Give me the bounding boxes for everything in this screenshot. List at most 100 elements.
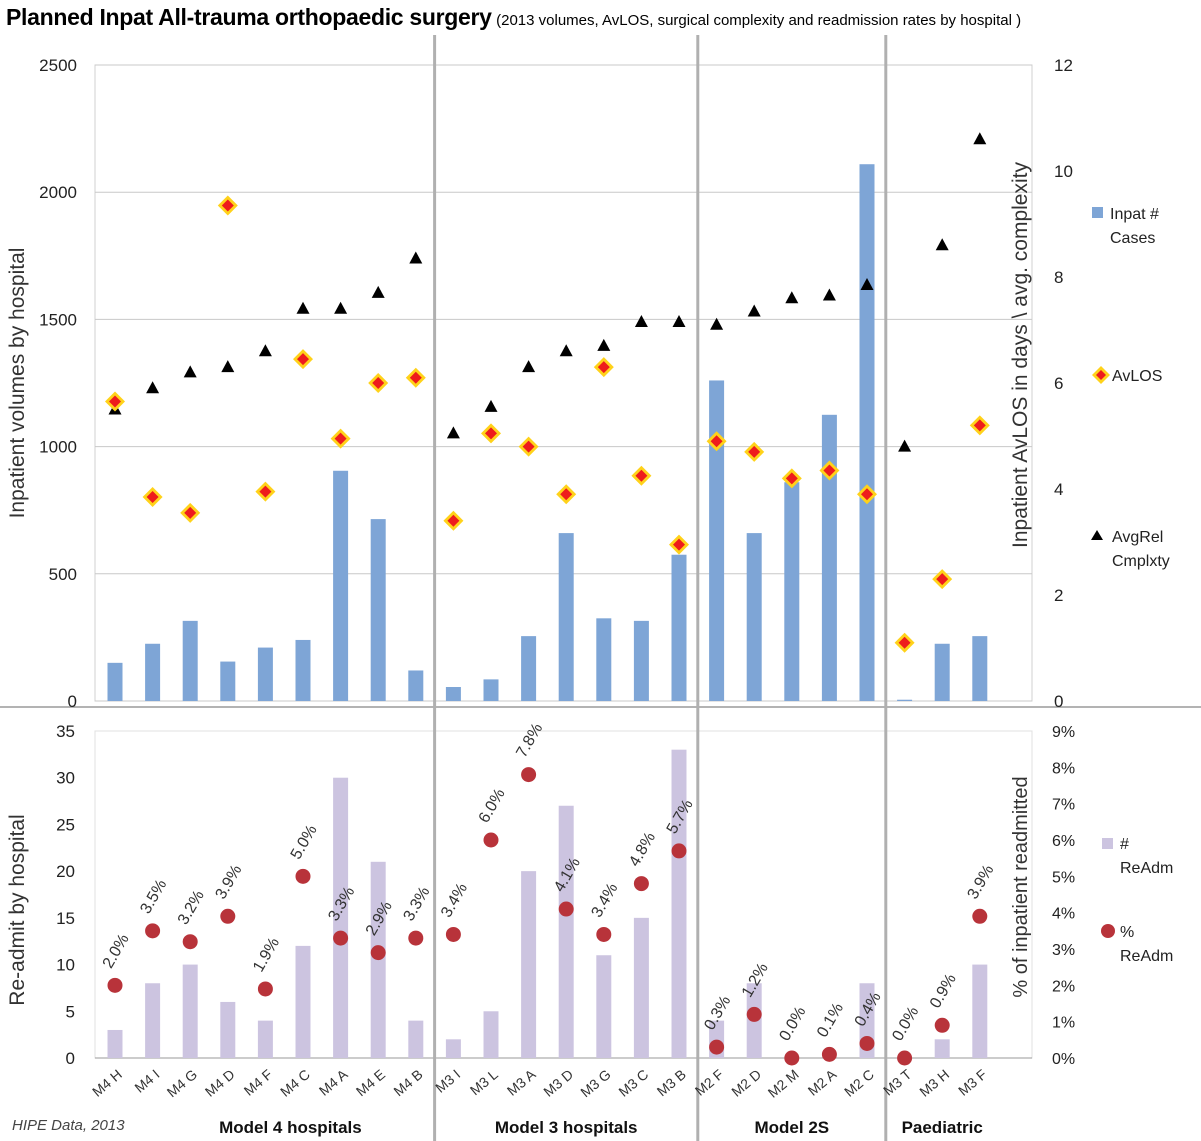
readmit-pct-marker xyxy=(521,767,537,783)
volume-bar xyxy=(897,699,913,701)
top-y-tick-label: 2500 xyxy=(39,56,77,75)
readmit-pct-marker xyxy=(182,934,198,950)
readmit-pct-marker xyxy=(972,908,988,924)
complexity-marker xyxy=(860,277,874,290)
volume-bar xyxy=(182,620,198,701)
readmit-pct-marker xyxy=(897,1050,913,1066)
readmit-pct-marker xyxy=(445,926,461,942)
bottom-y-tick-label: 35 xyxy=(56,722,75,741)
volume-bar xyxy=(972,636,988,701)
readmit-pct-marker xyxy=(784,1050,800,1066)
legend-label-volume-line2: Cases xyxy=(1110,230,1155,247)
complexity-marker xyxy=(822,288,836,301)
volume-bar xyxy=(859,164,875,701)
readmit-bar xyxy=(633,917,649,1058)
volume-bar xyxy=(633,620,649,701)
readmit-pct-label: 1.2% xyxy=(739,960,772,1000)
category-label: M3 I xyxy=(432,1066,463,1096)
readmit-bar xyxy=(220,1001,236,1058)
complexity-marker xyxy=(446,426,460,439)
group-label: Model 4 hospitals xyxy=(219,1118,362,1137)
category-label: M4 A xyxy=(316,1066,351,1099)
bottom-y-tick-label: 25 xyxy=(56,815,75,834)
readmit-pct-marker xyxy=(408,930,424,946)
readmit-pct-label: 3.2% xyxy=(175,888,208,928)
readmit-bar xyxy=(145,983,161,1058)
avlos-marker-inner xyxy=(522,440,535,453)
avlos-marker-inner xyxy=(146,490,159,503)
legend-swatch-volume xyxy=(1092,207,1103,218)
readmit-pct-label: 3.9% xyxy=(213,862,246,902)
category-label: M3 H xyxy=(916,1066,952,1100)
complexity-marker xyxy=(710,317,724,330)
readmit-pct-label: 0.9% xyxy=(927,971,960,1011)
complexity-marker xyxy=(747,304,761,317)
avlos-marker-inner xyxy=(898,636,911,649)
top-y2-tick-label: 8 xyxy=(1054,268,1063,287)
complexity-marker xyxy=(634,315,648,328)
readmit-bar xyxy=(596,955,612,1058)
complexity-marker xyxy=(183,365,197,378)
bottom-y2-tick-label: 0% xyxy=(1052,1051,1075,1068)
readmit-pct-marker xyxy=(257,981,273,997)
bottom-y-tick-label: 30 xyxy=(56,769,75,788)
top-y2-tick-label: 6 xyxy=(1054,374,1063,393)
legend-label-complexity-line1: AvgRel xyxy=(1112,529,1163,546)
category-label: M2 D xyxy=(728,1066,764,1100)
readmit-pct-label: 7.8% xyxy=(513,721,546,761)
bottom-y2-tick-label: 9% xyxy=(1052,724,1075,741)
bottom-y2-axis-label: % of inpatient readmitted xyxy=(1010,776,1032,997)
readmit-pct-marker xyxy=(220,908,236,924)
readmit-pct-marker xyxy=(596,926,612,942)
category-label: M4 F xyxy=(241,1066,276,1099)
category-label: M4 H xyxy=(89,1066,125,1100)
volume-bar xyxy=(558,533,574,701)
complexity-marker xyxy=(935,238,949,251)
bottom-y-axis-label: Re-admit by hospital xyxy=(6,814,29,1005)
readmit-pct-marker xyxy=(107,977,123,993)
category-label: M3 F xyxy=(955,1066,990,1099)
category-label: M4 I xyxy=(131,1066,162,1096)
readmit-pct-marker xyxy=(370,945,386,961)
category-label: M2 M xyxy=(765,1066,802,1101)
readmit-pct-marker xyxy=(633,876,649,892)
top-y-tick-label: 1500 xyxy=(39,310,77,329)
complexity-marker xyxy=(522,360,536,373)
group-label: Paediatric xyxy=(902,1118,983,1137)
legend-swatch-readmit-pct xyxy=(1101,924,1115,938)
top-y2-axis-label: Inpatient AvLOS in days \ avg. complexit… xyxy=(1009,162,1032,548)
legend-swatch-readmit-count xyxy=(1102,838,1113,849)
complexity-marker xyxy=(296,301,310,314)
volume-bar xyxy=(445,687,461,701)
readmit-bar xyxy=(521,871,537,1058)
readmit-bar xyxy=(671,749,687,1058)
readmit-pct-marker xyxy=(709,1039,725,1055)
readmit-bar xyxy=(972,964,988,1058)
readmit-pct-label: 3.4% xyxy=(438,880,471,920)
chart-title: Planned Inpat All-trauma orthopaedic sur… xyxy=(6,4,1021,31)
readmit-pct-label: 3.3% xyxy=(325,884,358,924)
readmit-pct-label: 1.9% xyxy=(250,935,283,975)
chart-title-sub: (2013 volumes, AvLOS, surgical complexit… xyxy=(496,12,1022,29)
legend-label-volume-line1: Inpat # xyxy=(1110,206,1159,223)
volume-bar xyxy=(784,482,800,701)
volume-bar xyxy=(934,643,950,701)
top-y-tick-label: 2000 xyxy=(39,183,77,202)
volume-bar xyxy=(408,670,424,701)
top-y2-tick-label: 10 xyxy=(1054,162,1073,181)
top-y2-tick-label: 2 xyxy=(1054,586,1063,605)
legend-label-readmit-count-line2: ReAdm xyxy=(1120,860,1173,877)
chart-title-main: Planned Inpat All-trauma orthopaedic sur… xyxy=(6,4,492,30)
legend-swatch-avlos-inner xyxy=(1096,370,1106,380)
readmit-bar xyxy=(295,945,311,1058)
source-note: HIPE Data, 2013 xyxy=(12,1117,125,1134)
avlos-marker-inner xyxy=(635,469,648,482)
top-y-tick-label: 500 xyxy=(49,565,77,584)
complexity-marker xyxy=(146,381,160,394)
readmit-bar xyxy=(408,1020,424,1058)
bottom-y2-tick-label: 4% xyxy=(1052,906,1075,923)
top-y2-tick-label: 12 xyxy=(1054,56,1073,75)
readmit-bar xyxy=(934,1039,950,1058)
complexity-marker xyxy=(334,301,348,314)
readmit-bar xyxy=(182,964,198,1058)
